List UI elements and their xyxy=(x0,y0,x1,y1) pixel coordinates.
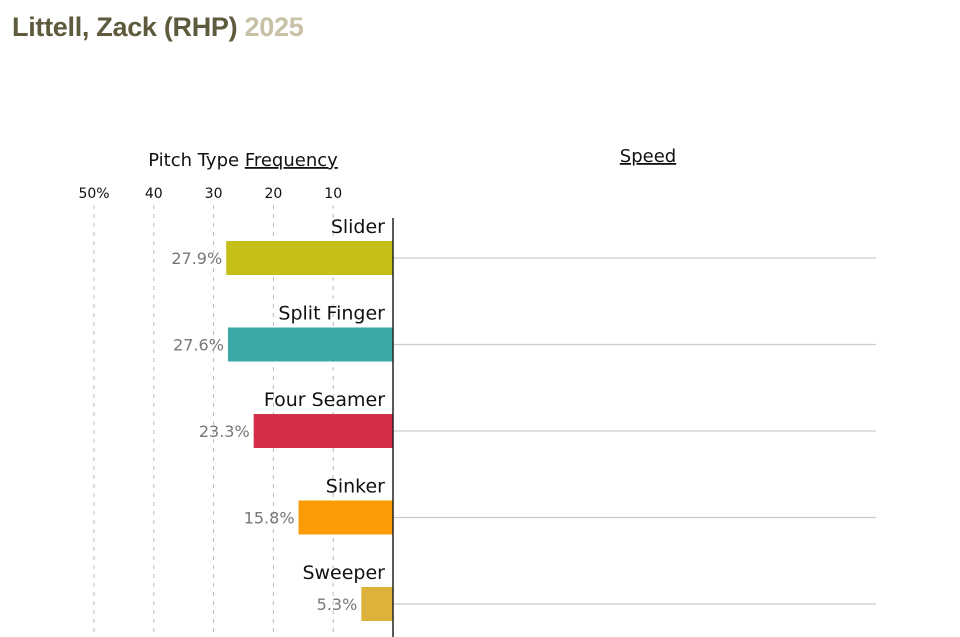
frequency-header: Pitch Type Frequency xyxy=(148,150,338,171)
frequency-bar xyxy=(227,327,393,362)
grid-lines xyxy=(93,205,334,637)
pitch-name-label: Sweeper xyxy=(302,562,385,584)
frequency-header-underlined: Frequency xyxy=(245,150,338,171)
pitch-name-label: Split Finger xyxy=(278,303,385,325)
frequency-bar xyxy=(226,241,393,275)
frequency-tick-label: 20 xyxy=(264,186,282,202)
frequency-value-label: 5.3% xyxy=(317,595,358,614)
chart-title: Littell, Zack (RHP) 2025 xyxy=(12,12,304,43)
frequency-axis-ticks: 50% 40 30 20 10 xyxy=(78,186,342,202)
frequency-header-prefix: Pitch Type xyxy=(148,150,239,171)
pitch-rows: 27.9%Slider87.3 mph27.6%Split Finger83.5… xyxy=(171,216,876,621)
speed-header: Speed xyxy=(620,146,676,167)
frequency-tick-label: 40 xyxy=(145,186,163,202)
player-name: Littell, Zack (RHP) xyxy=(12,12,238,42)
frequency-tick-label: 30 xyxy=(205,186,223,202)
frequency-value-label: 27.6% xyxy=(173,336,224,355)
frequency-tick-label: 50% xyxy=(78,186,109,202)
pitch-name-label: Four Seamer xyxy=(264,389,385,411)
frequency-bar xyxy=(253,414,393,448)
frequency-value-label: 15.8% xyxy=(244,509,295,528)
frequency-value-label: 27.9% xyxy=(171,249,222,268)
frequency-tick-label: 10 xyxy=(324,186,342,202)
frequency-bar xyxy=(361,587,393,621)
season-year: 2025 xyxy=(244,12,304,42)
frequency-bar xyxy=(298,500,393,535)
pitch-name-label: Slider xyxy=(331,216,385,238)
pitch-name-label: Sinker xyxy=(326,476,385,498)
frequency-value-label: 23.3% xyxy=(199,422,250,441)
